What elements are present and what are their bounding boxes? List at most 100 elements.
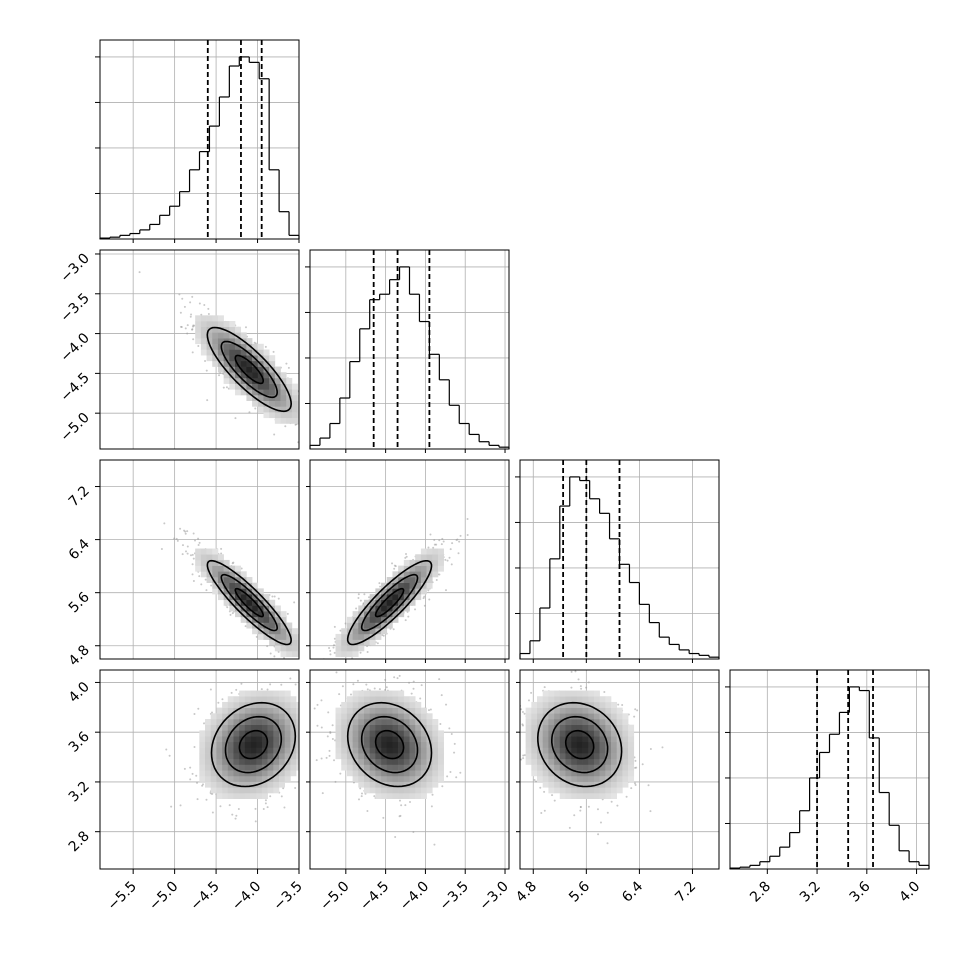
density-cell [375, 594, 382, 601]
density-cell [239, 690, 246, 697]
contour-level-3 [206, 559, 292, 646]
density-cell [246, 616, 253, 623]
density-cell [398, 724, 405, 731]
density-cell [358, 707, 365, 714]
density-cell [235, 383, 242, 390]
scatter-point [186, 324, 189, 327]
density-cell [302, 708, 308, 714]
scatter-point [412, 687, 415, 690]
scatter-point [314, 734, 316, 736]
density-cell [415, 730, 422, 737]
density-cell [358, 781, 365, 788]
density-cell [267, 741, 274, 748]
scatter-point [522, 757, 525, 760]
scatter-point [326, 735, 329, 738]
density-cell [386, 747, 393, 754]
scatter-point [191, 553, 194, 556]
density-cell [233, 770, 240, 777]
density-cell [273, 736, 280, 743]
density-cell [363, 775, 370, 782]
density-cell [341, 724, 348, 731]
density-cell [274, 616, 281, 623]
density-cell [363, 758, 370, 765]
density-cell [223, 582, 230, 589]
density-cell [358, 753, 365, 760]
density-cell [199, 747, 206, 754]
density-cell [381, 741, 388, 748]
density-cell [217, 338, 224, 345]
density-cell [205, 775, 212, 782]
density-cell [286, 395, 293, 402]
scatter-point [184, 532, 187, 535]
density-cell [341, 628, 348, 635]
scatter-point [294, 683, 297, 686]
density-cell [363, 736, 370, 743]
density-cell [246, 389, 253, 396]
density-cell [381, 582, 388, 589]
density-cell [239, 696, 246, 703]
density-cell [233, 758, 240, 765]
density-cell [437, 565, 444, 572]
scatter-point [441, 537, 444, 540]
density-cell [250, 724, 257, 731]
density-cell [286, 400, 293, 407]
density-cell [239, 758, 246, 765]
density-cell [252, 360, 259, 367]
scatter-point [649, 810, 652, 813]
density-cell [199, 775, 206, 782]
density-cell [250, 713, 257, 720]
density-cell [279, 758, 285, 765]
density-cell [217, 554, 224, 561]
density-cell [210, 713, 217, 720]
density-cell [291, 400, 298, 407]
scatter-point [289, 677, 292, 680]
scatter-point [427, 589, 430, 592]
scatter-point [320, 699, 323, 702]
density-cell [363, 599, 370, 606]
density-cell [398, 747, 405, 754]
density-cell [363, 764, 370, 771]
density-cell [261, 724, 268, 731]
scatter-point [196, 781, 199, 784]
contour-level-1 [234, 354, 264, 385]
scatter-point [399, 799, 402, 802]
density-cell [381, 690, 388, 697]
density-cell [297, 645, 299, 652]
scatter-point [219, 805, 222, 808]
density-cell [375, 724, 382, 731]
scatter-point [273, 433, 276, 436]
density-cell [375, 753, 382, 760]
scatter-point [192, 557, 195, 560]
density-cell [256, 736, 263, 743]
density-cell [256, 701, 263, 708]
density-cell [212, 355, 219, 362]
scatter-point [294, 787, 297, 790]
density-cell [205, 741, 212, 748]
density-cell [386, 719, 393, 726]
scatter-point [373, 687, 376, 690]
scatter-point [458, 540, 461, 543]
scatter-point [240, 567, 243, 570]
scatter-point [307, 676, 309, 678]
scatter-point [193, 713, 196, 716]
density-cell [409, 599, 416, 606]
density-cell [261, 696, 268, 703]
density-cell [246, 366, 253, 373]
scatter-point [435, 543, 438, 546]
density-cell [375, 690, 382, 697]
density-cell [415, 758, 422, 765]
density-cell [403, 588, 410, 595]
density-cell [279, 690, 285, 697]
scatter-point [440, 543, 443, 546]
scatter-point [333, 644, 336, 647]
panel-frame [99, 669, 300, 870]
density-cell [227, 747, 234, 754]
density-cell [227, 764, 234, 771]
density-cell [286, 639, 293, 646]
density-cell [273, 764, 280, 771]
scatter-point [360, 795, 363, 798]
scatter-point [176, 539, 179, 542]
density-cell [284, 730, 291, 737]
density-cell [263, 412, 270, 419]
